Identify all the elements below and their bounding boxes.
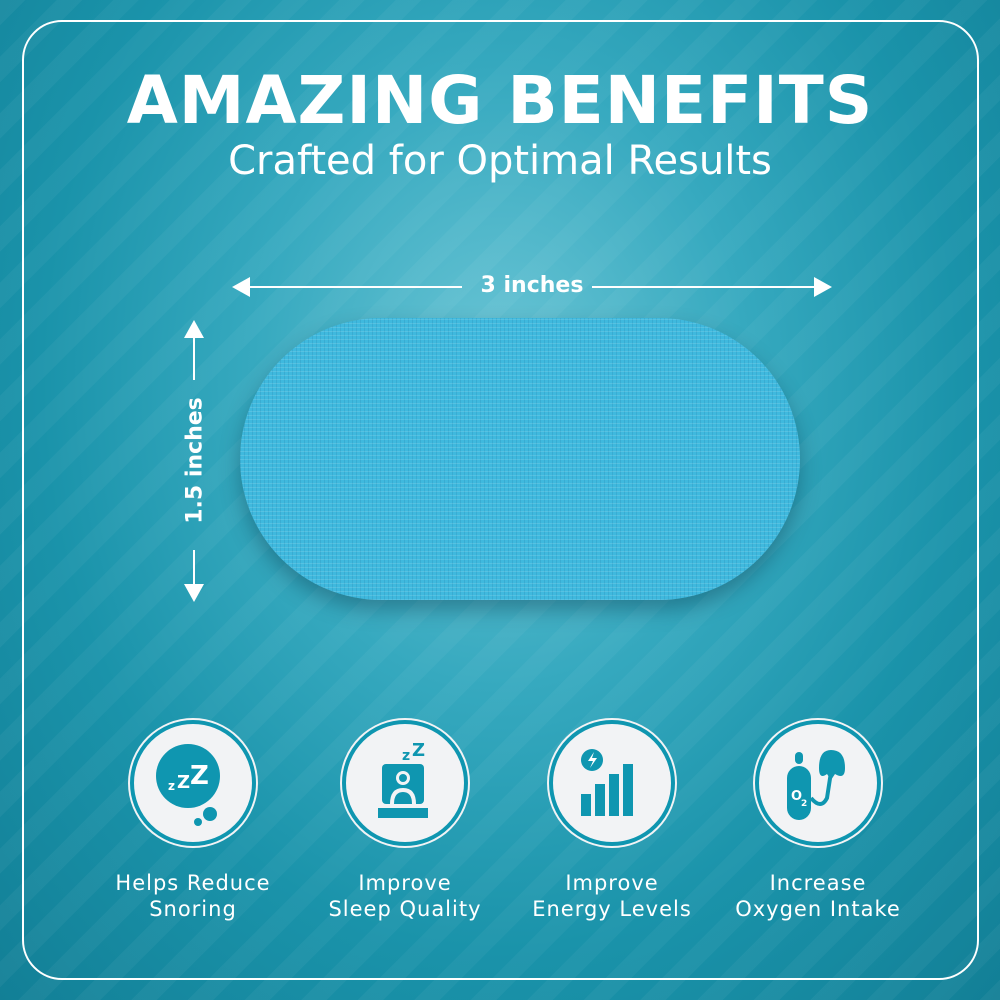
dimension-line [193,550,195,595]
benefit-label-line1: Increase [769,871,867,895]
benefit-circle [549,720,675,846]
benefit-label-line1: Improve [358,871,452,895]
benefit-oxygen: O 2 Increase Oxygen Intake [708,720,928,922]
svg-text:z: z [168,779,175,793]
height-dimension: 1.5 inches [180,320,208,602]
svg-text:Z: Z [177,772,190,793]
benefit-snoring: z Z Z Helps Reduce Snoring [83,720,303,922]
oxygen-tank-icon: O 2 [787,750,845,820]
benefit-energy: Improve Energy Levels [502,720,722,922]
benefit-label-line1: Improve [565,871,659,895]
arrow-left-icon [232,277,250,297]
benefit-sleep-quality: z Z Improve Sleep Quality [295,720,515,922]
benefit-label-line2: Energy Levels [532,897,692,921]
page-subtitle: Crafted for Optimal Results [228,138,772,184]
energy-bars-icon [581,749,633,816]
svg-text:Z: Z [190,761,209,791]
frame-border [22,20,979,980]
svg-text:2: 2 [801,799,807,809]
benefit-circle: O 2 [755,720,881,846]
benefit-label-line2: Snoring [149,897,237,921]
arrow-right-icon [814,277,832,297]
width-label: 3 inches [480,273,584,298]
nasal-patch-image [240,318,800,600]
benefit-label-line1: Helps Reduce [115,871,271,895]
dimension-line [592,286,822,288]
dimension-line [193,330,195,380]
arrow-up-icon [184,320,204,338]
dimension-line [242,286,462,288]
benefit-circle: z Z [342,720,468,846]
benefit-label-line2: Sleep Quality [328,897,482,921]
width-dimension: 3 inches [232,273,832,298]
sleeping-person-icon: z Z [378,740,428,818]
svg-text:O: O [791,789,802,804]
benefit-circle: z Z Z [130,720,256,846]
svg-text:Z: Z [412,740,425,761]
arrow-down-icon [184,584,204,602]
page-title: AMAZING BENEFITS [126,62,874,139]
sleep-bubble-icon: z Z Z [156,744,220,826]
svg-text:z: z [402,748,410,764]
benefit-label-line2: Oxygen Intake [735,897,901,921]
height-label: 1.5 inches [182,397,208,524]
